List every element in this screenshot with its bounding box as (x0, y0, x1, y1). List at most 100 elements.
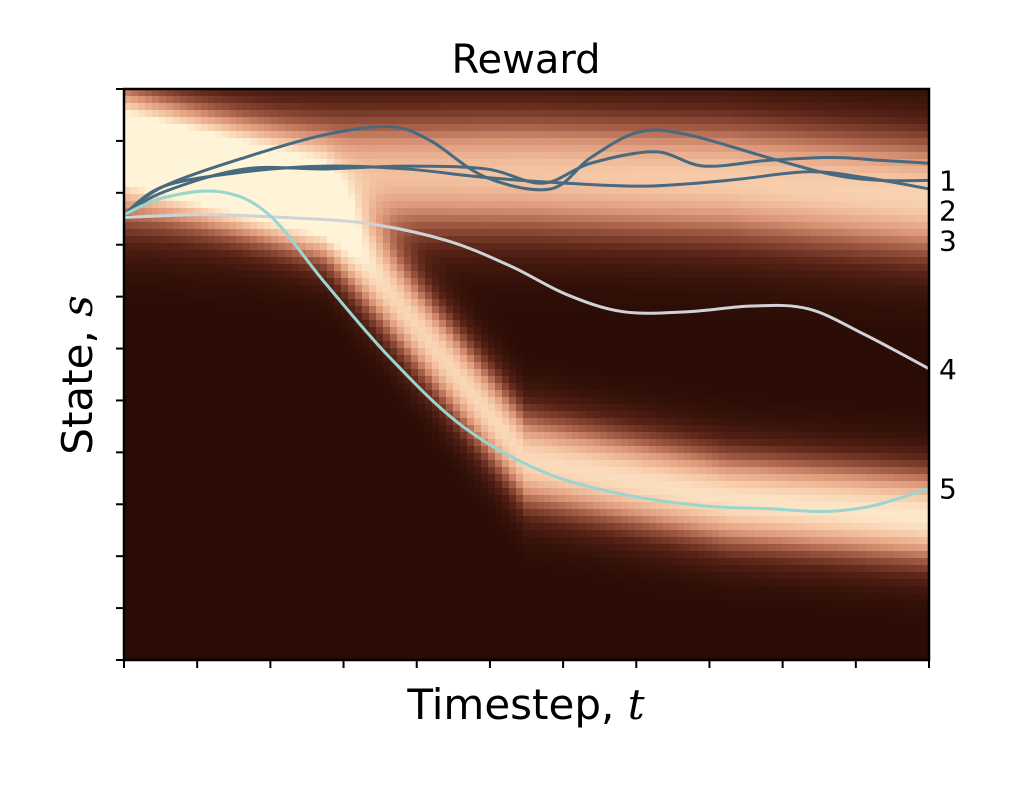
heatmap-cell (348, 607, 356, 615)
heatmap-cell (439, 320, 447, 328)
heatmap-cell (502, 299, 510, 307)
heatmap-cell (341, 313, 349, 321)
heatmap-cell (495, 173, 503, 181)
heatmap-cell (257, 131, 265, 139)
heatmap-cell (306, 600, 314, 608)
heatmap-cell (250, 180, 258, 188)
heatmap-cell (236, 572, 244, 580)
heatmap-cell (481, 579, 489, 587)
heatmap-cell (439, 362, 447, 370)
heatmap-cell (348, 439, 356, 447)
heatmap-cell (236, 481, 244, 489)
heatmap-cell (516, 341, 524, 349)
heatmap-cell (327, 411, 335, 419)
heatmap-cell (229, 446, 237, 454)
heatmap-cell (488, 530, 496, 538)
heatmap-cell (369, 215, 377, 223)
heatmap-cell (257, 509, 265, 517)
heatmap-cell (439, 474, 447, 482)
heatmap-cell (159, 558, 167, 566)
heatmap-cell (243, 425, 251, 433)
heatmap-cell (215, 642, 223, 650)
heatmap-cell (474, 250, 482, 258)
heatmap-cell (166, 173, 174, 181)
heatmap-cell (131, 516, 139, 524)
heatmap-cell (425, 537, 433, 545)
heatmap-cell (292, 145, 300, 153)
heatmap-cell (271, 600, 279, 608)
heatmap-cell (173, 656, 181, 660)
heatmap-cell (390, 355, 398, 363)
heatmap-cell (404, 565, 412, 573)
heatmap-cell (313, 607, 321, 615)
heatmap-cell (145, 642, 153, 650)
heatmap-cell (544, 152, 552, 160)
heatmap-cell (313, 96, 321, 104)
heatmap-cell (341, 614, 349, 622)
heatmap-cell (397, 432, 405, 440)
heatmap-cell (383, 194, 391, 202)
heatmap-cell (537, 523, 545, 531)
heatmap-cell (383, 383, 391, 391)
heatmap-cell (201, 607, 209, 615)
heatmap-cell (348, 278, 356, 286)
heatmap-cell (523, 530, 531, 538)
heatmap-cell (355, 215, 363, 223)
heatmap-cell (355, 404, 363, 412)
heatmap-cell (180, 628, 188, 636)
heatmap-cell (432, 467, 440, 475)
heatmap-cell (285, 628, 293, 636)
heatmap-cell (411, 362, 419, 370)
heatmap-cell (383, 369, 391, 377)
heatmap-cell (362, 551, 370, 559)
heatmap-cell (446, 418, 454, 426)
heatmap-cell (390, 285, 398, 293)
heatmap-cell (341, 509, 349, 517)
heatmap-cell (320, 243, 328, 251)
heatmap-cell (369, 110, 377, 118)
heatmap-cell (383, 404, 391, 412)
heatmap-cell (285, 509, 293, 517)
heatmap-cell (278, 110, 286, 118)
heatmap-cell (432, 642, 440, 650)
heatmap-cell (271, 425, 279, 433)
heatmap-cell (320, 355, 328, 363)
heatmap-cell (124, 355, 132, 363)
heatmap-cell (215, 152, 223, 160)
heatmap-cell (383, 208, 391, 216)
heatmap-cell (355, 341, 363, 349)
heatmap-cell (481, 320, 489, 328)
heatmap-cell (467, 558, 475, 566)
heatmap-cell (502, 215, 510, 223)
heatmap-cell (488, 474, 496, 482)
heatmap-cell (222, 229, 230, 237)
heatmap-cell (271, 236, 279, 244)
heatmap-cell (355, 565, 363, 573)
heatmap-cell (439, 411, 447, 419)
heatmap-cell (369, 579, 377, 587)
heatmap-cell (243, 453, 251, 461)
heatmap-cell (383, 649, 391, 657)
heatmap-cell (299, 341, 307, 349)
heatmap-cell (215, 299, 223, 307)
heatmap-cell (390, 103, 398, 111)
heatmap-cell (502, 96, 510, 104)
heatmap-cell (446, 369, 454, 377)
heatmap-cell (243, 502, 251, 510)
heatmap-cell (474, 544, 482, 552)
heatmap-cell (537, 656, 545, 660)
heatmap-cell (264, 432, 272, 440)
heatmap-cell (404, 642, 412, 650)
heatmap-cell (439, 166, 447, 174)
heatmap-cell (201, 565, 209, 573)
heatmap-cell (187, 509, 195, 517)
heatmap-cell (516, 299, 524, 307)
heatmap-cell (341, 236, 349, 244)
heatmap-cell (299, 138, 307, 146)
heatmap-cell (271, 418, 279, 426)
heatmap-cell (215, 425, 223, 433)
heatmap-cell (124, 446, 132, 454)
heatmap-cell (418, 544, 426, 552)
heatmap-cell (285, 418, 293, 426)
heatmap-cell (376, 117, 384, 125)
